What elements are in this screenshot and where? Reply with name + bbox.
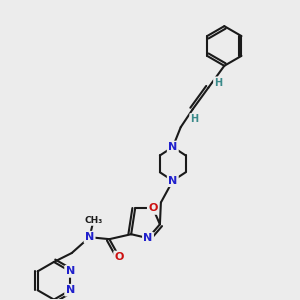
Text: N: N xyxy=(168,142,177,152)
Text: H: H xyxy=(190,114,199,124)
Text: CH₃: CH₃ xyxy=(84,216,103,225)
Text: O: O xyxy=(115,252,124,262)
Text: H: H xyxy=(214,78,222,88)
Text: N: N xyxy=(168,176,177,186)
Text: N: N xyxy=(143,233,153,243)
Text: N: N xyxy=(66,266,75,276)
Text: N: N xyxy=(66,285,75,295)
Text: O: O xyxy=(148,203,158,214)
Text: N: N xyxy=(85,232,94,242)
